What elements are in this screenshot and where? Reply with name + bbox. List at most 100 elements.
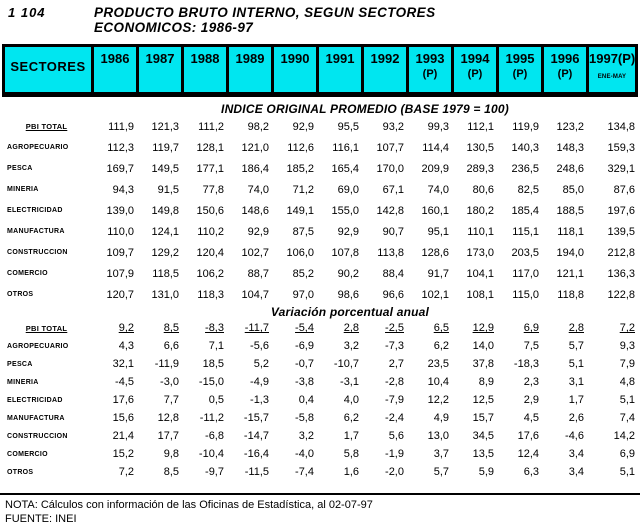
value-cell: 2,9 — [523, 394, 539, 406]
table-row-otros: OTROS 7,2 8,5 -9,7 -11,5 -7,4 1,6 -2,0 5,7 5,9 6,3… — [2, 463, 637, 481]
value-cell: 121,3 — [151, 120, 179, 133]
value-cell: 9,2 — [118, 322, 134, 334]
document-footer: NOTA: Cálculos con información de las Of… — [0, 493, 640, 523]
value-cell: 117,0 — [512, 267, 539, 280]
value-cell: 5,8 — [343, 448, 359, 460]
value-cell: 96,6 — [382, 288, 404, 301]
value-cell: -4,6 — [565, 430, 584, 442]
row-label: MANUFACTURA — [7, 414, 65, 422]
value-cell: -2,8 — [385, 376, 404, 388]
value-cell: 15,7 — [472, 412, 494, 424]
value-cell: 6,3 — [523, 466, 539, 478]
value-cell: 107,7 — [376, 141, 404, 154]
row-label: OTROS — [7, 291, 34, 298]
table-row-agropecuario: AGROPECUARIO 4,3 6,6 7,1 -5,6 -6,9 3,2 -7,3 6,2 1… — [2, 337, 637, 355]
value-cell: 1,6 — [343, 466, 359, 478]
value-cell: 119,9 — [512, 120, 539, 133]
year-sublabel: (P) — [467, 68, 483, 80]
value-cell: 5,9 — [478, 466, 494, 478]
column-header-1995: 1995 (P) — [496, 47, 541, 92]
value-cell: 85,2 — [292, 267, 314, 280]
value-cell: 111,2 — [198, 120, 224, 133]
value-cell: 203,5 — [511, 246, 539, 259]
row-label: COMERCIO — [7, 270, 48, 277]
table-row-manufactura: MANUFACTURA 110,0 124,1 110,2 92,9 87,5 92,9 90… — [2, 221, 637, 242]
value-cell: 80,6 — [472, 183, 494, 196]
value-cell: 136,3 — [607, 267, 635, 280]
value-cell: 134,8 — [607, 120, 635, 133]
value-cell: 17,7 — [157, 430, 179, 442]
value-cell: 116,1 — [332, 141, 359, 154]
row-label: ELECTRICIDAD — [7, 396, 63, 404]
column-header-1997P: 1997(P) ENE-MAY — [586, 47, 635, 92]
value-cell: 106,0 — [286, 246, 314, 259]
value-cell: 2,7 — [388, 358, 404, 370]
value-cell: 130,5 — [466, 141, 494, 154]
value-cell: 112,1 — [467, 120, 494, 133]
column-header-1989: 1989 — [226, 47, 271, 92]
value-cell: 149,8 — [151, 204, 179, 217]
footer-top-rule — [0, 493, 640, 495]
value-cell: -4,0 — [295, 448, 314, 460]
value-cell: -3,1 — [340, 376, 359, 388]
value-cell: 197,6 — [607, 204, 635, 217]
value-cell: 185,4 — [511, 204, 539, 217]
value-cell: 92,9 — [247, 225, 269, 238]
value-cell: 15,2 — [112, 448, 134, 460]
value-cell: -9,7 — [205, 466, 224, 478]
value-cell: 4,3 — [118, 340, 134, 352]
value-cell: -7,9 — [385, 394, 404, 406]
year-label: 1990 — [280, 51, 310, 66]
value-cell: -14,7 — [243, 430, 269, 442]
value-cell: 120,7 — [106, 288, 134, 301]
value-cell: 23,5 — [427, 358, 449, 370]
value-cell: 248,6 — [556, 162, 584, 175]
value-cell: 0,4 — [298, 394, 314, 406]
value-cell: 106,2 — [196, 267, 224, 280]
page-title: PRODUCTO BRUTO INTERNO, SEGUN SECTORES E… — [94, 5, 436, 35]
value-cell: -11,5 — [244, 466, 269, 478]
value-cell: 4,8 — [619, 376, 635, 388]
row-label: MINERIA — [7, 378, 39, 386]
table-row-electricidad: ELECTRICIDAD 139,0 149,8 150,6 148,6 149,1 155… — [2, 200, 637, 221]
year-label: 1987 — [145, 51, 175, 66]
row-label: OTROS — [7, 468, 34, 476]
value-cell: 121,1 — [556, 267, 584, 280]
value-cell: -15,7 — [243, 412, 269, 424]
value-cell: 170,0 — [376, 162, 404, 175]
column-header-1988: 1988 — [181, 47, 226, 92]
value-cell: 122,8 — [607, 288, 635, 301]
table-row-construccion: CONSTRUCCION 21,4 17,7 -6,8 -14,7 3,2 1,7 5,6 13… — [2, 427, 637, 445]
value-cell: -2,4 — [385, 412, 404, 424]
value-cell: 17,6 — [517, 430, 539, 442]
value-cell: 12,9 — [472, 322, 494, 334]
value-cell: 188,5 — [556, 204, 584, 217]
value-cell: 3,4 — [568, 448, 584, 460]
value-cell: 155,0 — [331, 204, 359, 217]
value-cell: 8,5 — [163, 322, 179, 334]
value-cell: -2,5 — [385, 322, 404, 334]
value-cell: 93,2 — [382, 120, 404, 133]
value-cell: 5,1 — [619, 466, 635, 478]
value-cell: 119,7 — [152, 141, 179, 154]
value-cell: 5,7 — [568, 340, 584, 352]
value-cell: 107,8 — [331, 246, 359, 259]
value-cell: 139,0 — [106, 204, 134, 217]
value-cell: 169,7 — [106, 162, 134, 175]
value-cell: 110,0 — [107, 225, 134, 238]
value-cell: 128,1 — [196, 141, 224, 154]
value-cell: -18,3 — [513, 358, 539, 370]
column-header-1986: 1986 — [91, 47, 136, 92]
footnote-nota: NOTA: Cálculos con información de las Of… — [5, 499, 373, 511]
value-cell: 2,6 — [568, 412, 584, 424]
column-header-sectores: SECTORES — [10, 59, 86, 74]
value-cell: 12,5 — [472, 394, 494, 406]
year-label: 1997(P) — [589, 51, 635, 66]
value-cell: 104,7 — [241, 288, 269, 301]
value-cell: 13,0 — [427, 430, 449, 442]
table-row-pesca: PESCA 32,1 -11,9 18,5 5,2 -0,7 -10,7 2,7 23,5 37,… — [2, 355, 637, 373]
value-cell: -4,9 — [250, 376, 269, 388]
table-row-pbi-total: PBI TOTAL 9,2 8,5 -8,3 -11,7 -5,4 2,8 -2,5 6,5 12… — [2, 319, 637, 337]
value-cell: -11,7 — [244, 322, 269, 334]
value-cell: 91,5 — [157, 183, 179, 196]
